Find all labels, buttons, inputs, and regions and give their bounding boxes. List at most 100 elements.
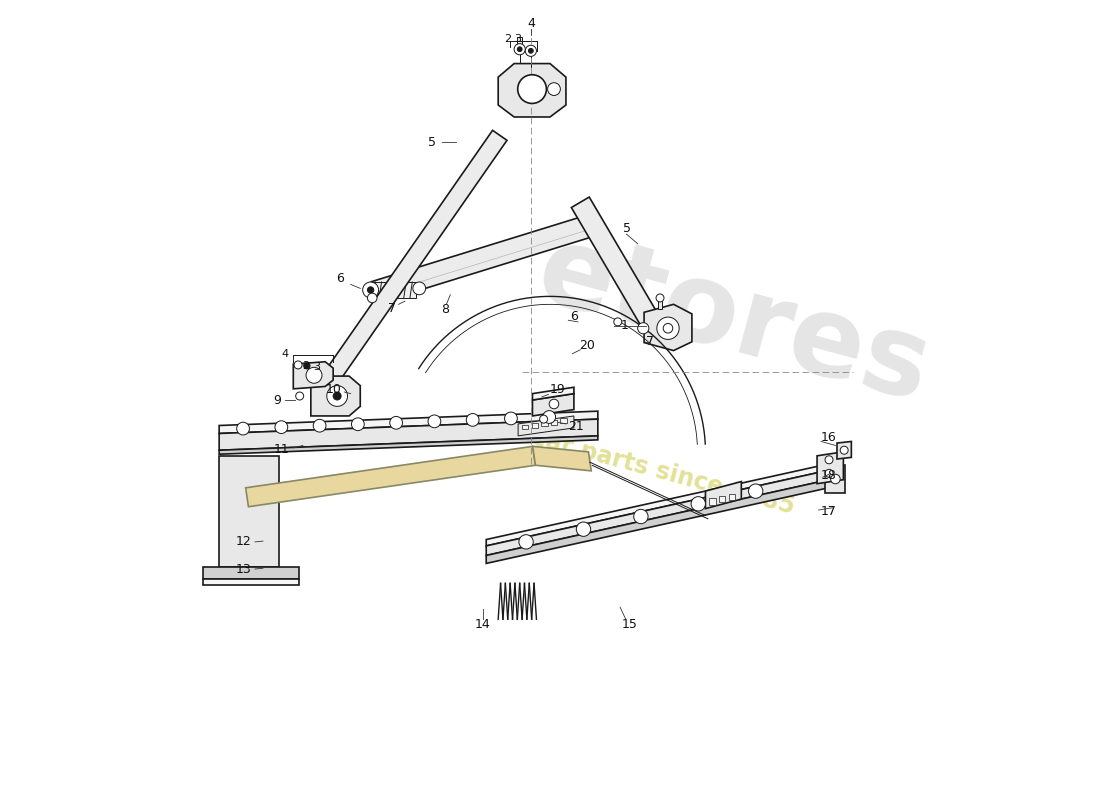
Text: 4: 4 [527,18,535,30]
Text: 5: 5 [428,136,436,149]
Circle shape [542,410,556,423]
Circle shape [825,470,833,478]
Text: 6: 6 [570,310,578,322]
Text: 14: 14 [475,618,491,631]
Text: 12: 12 [236,535,252,549]
Text: auto car parts since 1985: auto car parts since 1985 [463,408,796,519]
Text: 6: 6 [337,272,344,286]
Polygon shape [705,482,741,509]
Bar [658,299,662,309]
Polygon shape [837,442,851,459]
Text: 17: 17 [821,505,837,518]
Text: 7: 7 [646,335,653,348]
Polygon shape [571,197,659,326]
Polygon shape [532,446,591,471]
Polygon shape [204,579,299,585]
Circle shape [389,417,403,429]
Circle shape [548,82,560,95]
Circle shape [333,392,341,400]
Polygon shape [817,452,844,484]
Text: 1: 1 [620,319,628,332]
Circle shape [638,322,649,334]
Circle shape [367,293,377,302]
Polygon shape [245,446,536,506]
Circle shape [517,47,522,52]
Circle shape [519,534,534,549]
Polygon shape [825,465,845,493]
Text: 10: 10 [326,383,341,396]
Bar [710,498,716,505]
Circle shape [526,46,537,56]
Polygon shape [518,416,574,436]
Text: 18: 18 [821,470,837,482]
Circle shape [466,414,478,426]
Polygon shape [204,567,299,579]
Polygon shape [532,387,574,400]
Circle shape [514,44,526,55]
Text: 11: 11 [274,443,289,456]
Polygon shape [219,419,597,450]
Circle shape [691,497,705,511]
Bar [541,422,548,426]
Circle shape [748,484,763,498]
Polygon shape [219,411,597,434]
Bar [728,494,735,500]
Polygon shape [486,480,829,563]
Circle shape [352,418,364,430]
Circle shape [505,412,517,425]
Text: 5: 5 [623,222,630,235]
Text: 2: 2 [504,34,512,44]
Circle shape [306,367,322,383]
Circle shape [296,392,304,400]
Text: 3: 3 [312,362,320,372]
Circle shape [540,415,548,423]
Polygon shape [532,394,574,416]
Polygon shape [486,470,829,555]
Text: 21: 21 [569,420,584,433]
Circle shape [275,421,288,434]
Circle shape [840,446,848,454]
Text: 16: 16 [822,431,837,444]
Polygon shape [486,464,829,546]
Bar [531,423,538,428]
Circle shape [314,419,326,432]
Text: 4: 4 [280,349,288,358]
Text: 19: 19 [550,383,565,396]
Text: etores: etores [526,217,940,424]
Polygon shape [498,63,565,117]
Circle shape [428,415,441,428]
Circle shape [830,474,840,484]
Bar [719,496,725,502]
Bar [522,425,528,430]
Polygon shape [219,456,279,567]
Circle shape [412,282,426,294]
Text: 3: 3 [515,34,521,44]
Circle shape [304,362,310,369]
Text: 13: 13 [236,562,252,575]
Circle shape [825,456,833,464]
Circle shape [294,361,302,369]
Text: 8: 8 [441,302,449,316]
Circle shape [549,399,559,409]
Circle shape [518,74,547,103]
Bar [517,38,522,47]
Text: 2: 2 [302,361,309,370]
Circle shape [363,282,378,298]
Circle shape [634,510,648,524]
Polygon shape [321,130,507,386]
Polygon shape [294,362,333,389]
Circle shape [663,323,673,333]
Text: 15: 15 [621,618,638,631]
Circle shape [236,422,250,435]
Polygon shape [645,304,692,350]
Bar [551,420,558,425]
Polygon shape [311,376,361,416]
Polygon shape [219,436,597,454]
Circle shape [656,294,664,302]
Text: 9: 9 [274,394,282,406]
Polygon shape [372,214,597,303]
Circle shape [614,318,622,326]
Circle shape [576,522,591,536]
Circle shape [327,386,348,406]
Bar [560,418,566,423]
